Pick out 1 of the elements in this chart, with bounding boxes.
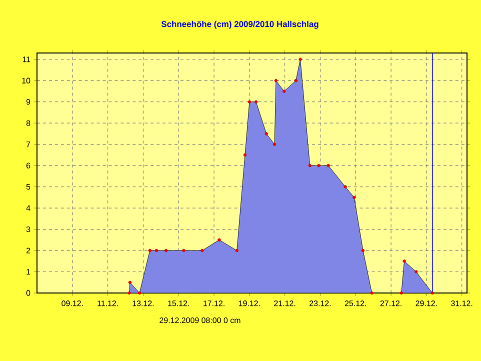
chart-title: Schneehöhe (cm) 2009/2010 Hallschlag xyxy=(161,20,318,29)
